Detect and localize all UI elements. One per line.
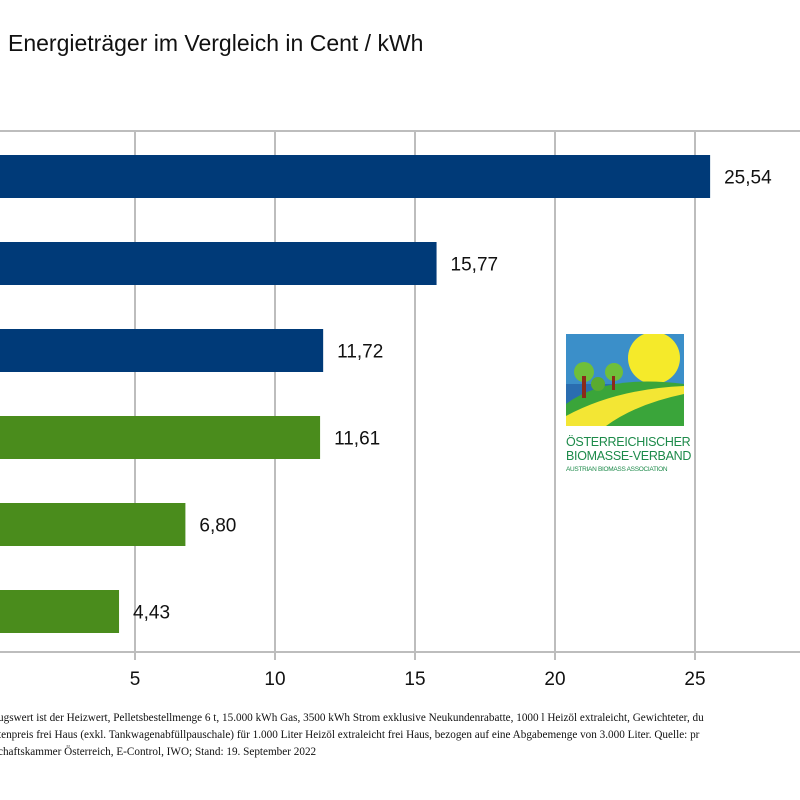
chart-title: Energieträger im Vergleich in Cent / kWh (8, 30, 424, 56)
x-tick-label: 10 (264, 669, 285, 690)
x-tick-label: 15 (404, 669, 425, 690)
x-tick-label: 5 (130, 669, 141, 690)
data-label: 4,43 (133, 603, 170, 624)
x-tick-label: 20 (544, 669, 565, 690)
footnote-line: ugswert ist der Heizwert, Pelletsbestell… (0, 712, 704, 724)
data-label: 25,54 (724, 168, 772, 189)
logo-line1: ÖSTERREICHISCHER (566, 435, 691, 449)
logo-line3: AUSTRIAN BIOMASS ASSOCIATION (566, 466, 668, 473)
footnote-line: chaftskammer Österreich, E-Control, IWO;… (0, 746, 317, 758)
bar (0, 590, 120, 633)
logo-image (566, 332, 684, 426)
data-label: 6,80 (199, 516, 236, 537)
biomasse-verband-logo: ÖSTERREICHISCHER BIOMASSE-VERBAND AUSTRI… (566, 332, 700, 473)
bar (0, 416, 321, 459)
footnote-line: tenpreis frei Haus (exkl. Tankwagenabfül… (0, 729, 700, 741)
bar (0, 242, 437, 285)
data-label: 11,61 (334, 429, 380, 450)
footnote: ugswert ist der Heizwert, Pelletsbestell… (0, 710, 704, 761)
bar (0, 155, 711, 198)
data-label: 15,77 (451, 255, 499, 276)
bar (0, 329, 324, 372)
bar (0, 503, 186, 546)
data-label: 11,72 (337, 342, 383, 363)
logo-line2: BIOMASSE-VERBAND (566, 449, 692, 463)
x-tick-label: 25 (684, 669, 705, 690)
